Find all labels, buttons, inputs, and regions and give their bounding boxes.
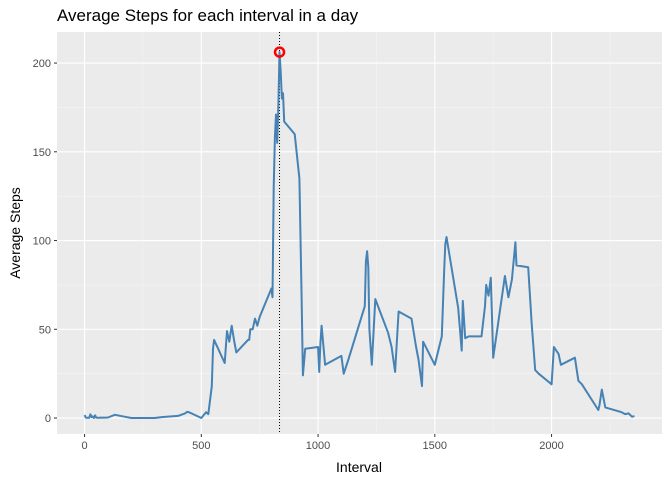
y-axis-label: Average Steps [7, 187, 23, 279]
highlight-point [273, 46, 286, 58]
y-tick-label: 150 [33, 147, 51, 159]
x-tick-label: 1500 [423, 440, 447, 452]
line [83, 51, 635, 419]
chart-title: Average Steps for each interval in a day [57, 6, 359, 25]
y-tick-label: 50 [39, 324, 51, 336]
x-tick-label: 0 [81, 440, 87, 452]
x-tick-label: 500 [192, 440, 210, 452]
x-tick-label: 2000 [539, 440, 563, 452]
y-tick-label: 200 [33, 58, 51, 70]
x-axis-label: Interval [336, 459, 382, 475]
x-tick-label: 1000 [306, 440, 330, 452]
panel [57, 32, 662, 434]
y-tick-label: 100 [33, 236, 51, 248]
y-tick-label: 0 [45, 413, 51, 425]
